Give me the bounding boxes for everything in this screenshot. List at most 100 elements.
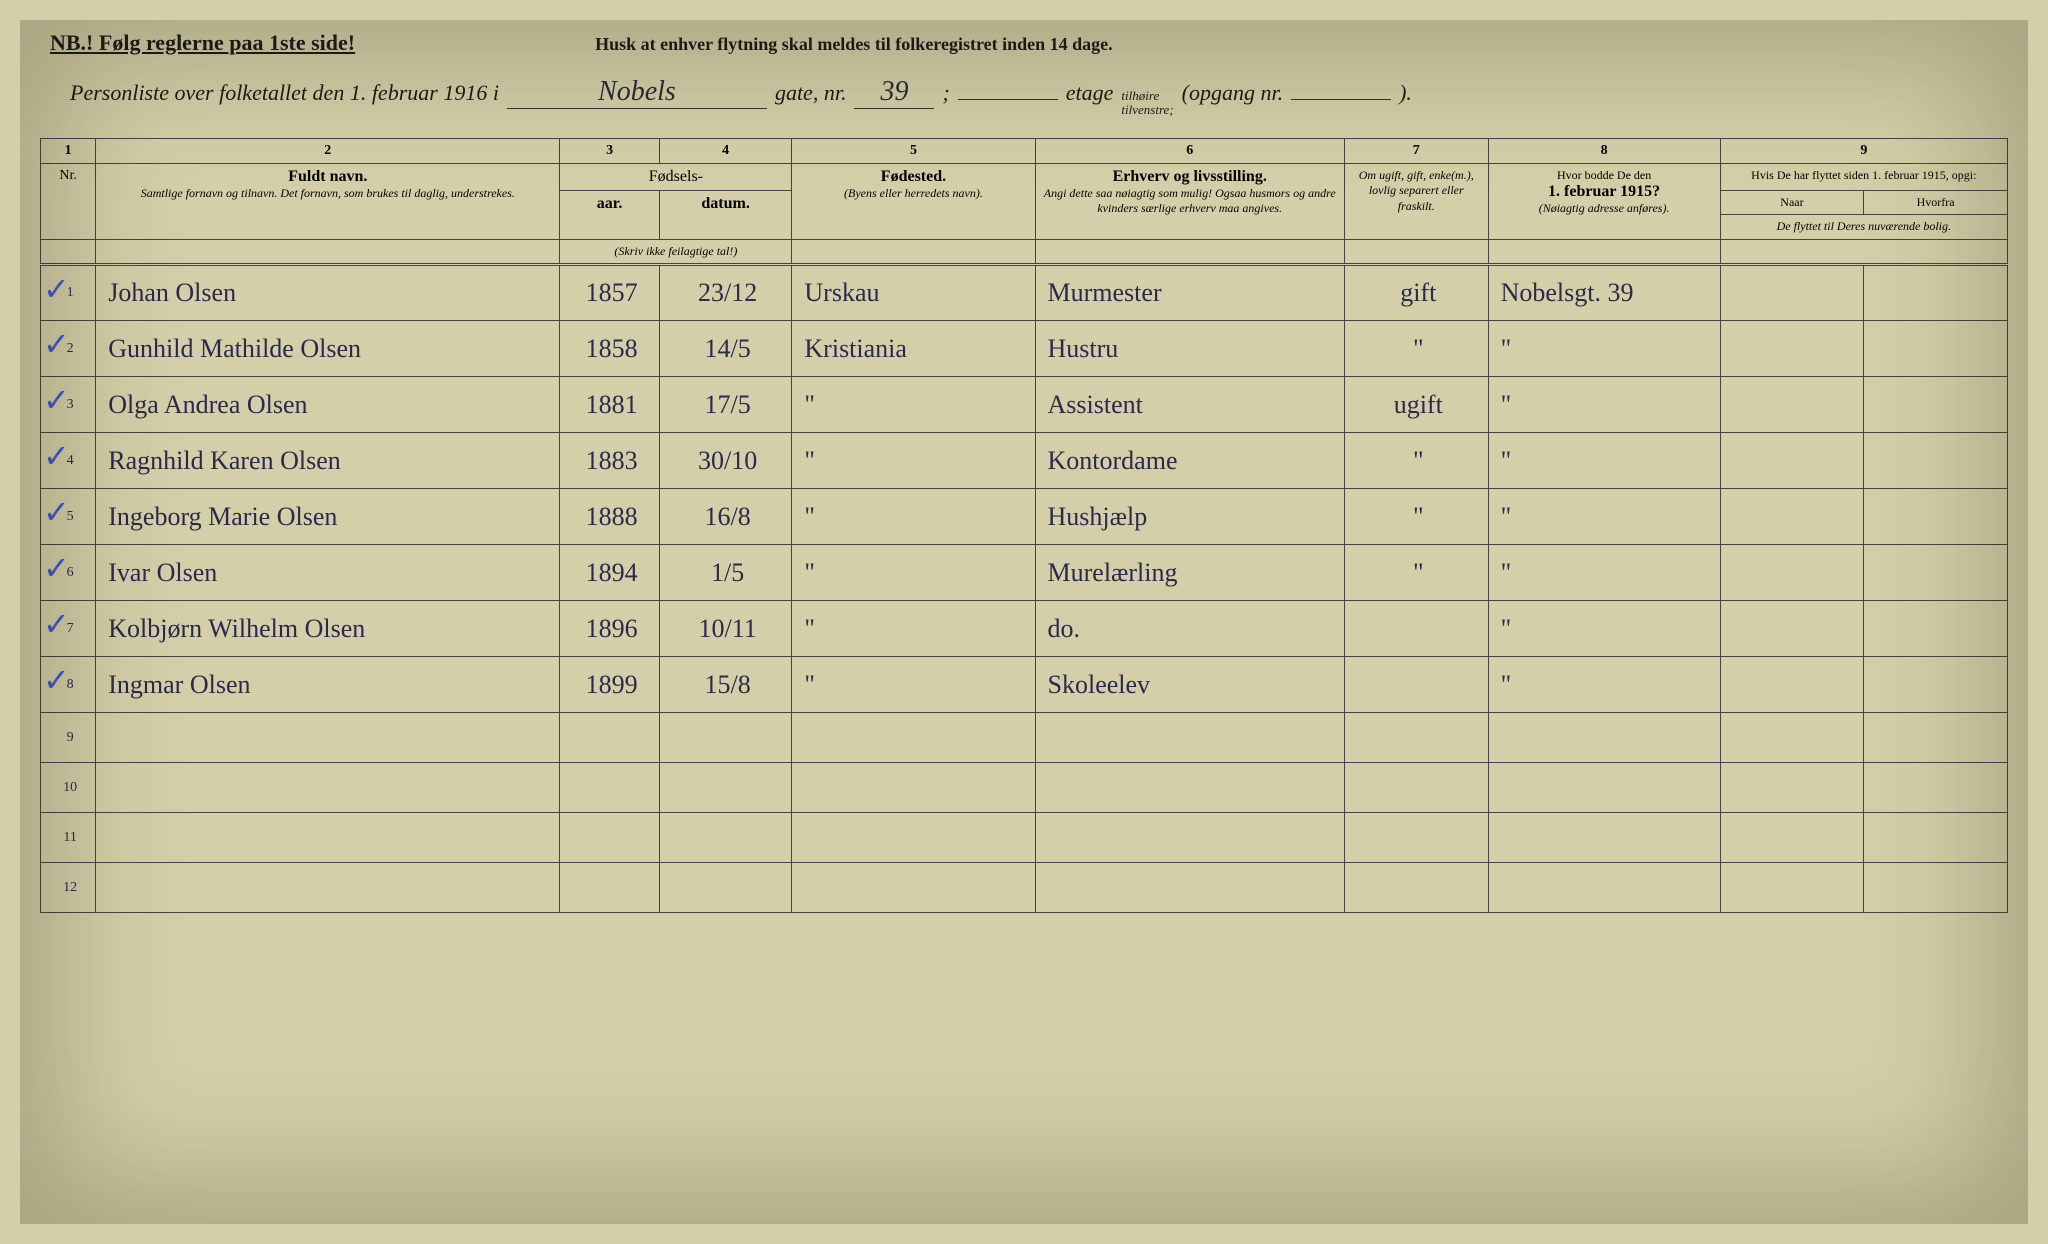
table-row: ✓ 3 Olga Andrea Olsen 1881 17/5 " Assist… (41, 377, 2008, 433)
header-fodsels: Fødsels- (560, 163, 792, 190)
status-cell: " (1344, 489, 1488, 545)
birthplace-cell: " (792, 601, 1035, 657)
row-number-cell: ✓ 1 (41, 265, 96, 321)
header-warning-line: NB.! Følg reglerne paa 1ste side! Husk a… (20, 20, 2028, 66)
table-row: ✓ 1 Johan Olsen 1857 23/12 Urskau Murmes… (41, 265, 2008, 321)
status-cell (1344, 601, 1488, 657)
table-row: ✓ 6 Ivar Olsen 1894 1/5 " Murelærling " … (41, 545, 2008, 601)
title-prefix: Personliste over folketallet den 1. febr… (70, 80, 499, 106)
header-aar-note: (Skriv ikke feilagtige tal!) (560, 239, 792, 265)
residence-cell: " (1488, 377, 1720, 433)
header-navn: Fuldt navn. Samtlige fornavn og tilnavn.… (96, 163, 560, 239)
occupation-cell: Murmester (1035, 265, 1344, 321)
occupation-cell: Assistent (1035, 377, 1344, 433)
opgang-field (1291, 99, 1391, 100)
row-number-cell: 11 (41, 813, 96, 863)
row-number-cell: ✓ 4 (41, 433, 96, 489)
status-cell: " (1344, 321, 1488, 377)
colnum-1: 1 (41, 138, 96, 163)
tilheire-label: tilhøire tilvenstre; (1121, 89, 1173, 118)
gate-number-field: 39 (854, 76, 934, 109)
table-row-empty: 10 (41, 763, 2008, 813)
naar-cell (1720, 433, 1864, 489)
header-naar: Naar (1720, 190, 1864, 215)
name-cell: Kolbjørn Wilhelm Olsen (96, 601, 560, 657)
header-flyttet: Hvis De har flyttet siden 1. februar 191… (1720, 163, 2007, 190)
header-hvorfra: Hvorfra (1864, 190, 2008, 215)
table-row: ✓ 4 Ragnhild Karen Olsen 1883 30/10 " Ko… (41, 433, 2008, 489)
colnum-2: 2 (96, 138, 560, 163)
occupation-cell: Hushjælp (1035, 489, 1344, 545)
status-cell: gift (1344, 265, 1488, 321)
birthplace-cell: " (792, 489, 1035, 545)
residence-cell: " (1488, 489, 1720, 545)
name-cell: Ivar Olsen (96, 545, 560, 601)
nb-warning: NB.! Følg reglerne paa 1ste side! (50, 30, 355, 56)
birthplace-cell: " (792, 433, 1035, 489)
opgang-label: (opgang nr. (1182, 80, 1283, 106)
naar-cell (1720, 321, 1864, 377)
table-row: ✓ 8 Ingmar Olsen 1899 15/8 " Skoleelev " (41, 657, 2008, 713)
table-header: 1 2 3 4 5 6 7 8 9 Nr. Fuldt navn. Samtli… (41, 138, 2008, 265)
hvorfra-cell (1864, 377, 2008, 433)
name-cell: Ingmar Olsen (96, 657, 560, 713)
residence-cell: " (1488, 601, 1720, 657)
row-number-cell: 12 (41, 863, 96, 913)
name-cell: Johan Olsen (96, 265, 560, 321)
colnum-9: 9 (1720, 138, 2007, 163)
naar-cell (1720, 657, 1864, 713)
status-cell: " (1344, 545, 1488, 601)
year-cell: 1858 (560, 321, 659, 377)
colnum-4: 4 (659, 138, 792, 163)
semicolon: ; (942, 80, 949, 106)
checkmark-icon: ✓ (43, 661, 70, 699)
hvorfra-cell (1864, 433, 2008, 489)
year-cell: 1883 (560, 433, 659, 489)
year-cell: 1899 (560, 657, 659, 713)
gate-label: gate, nr. (775, 80, 847, 106)
birthplace-cell: Urskau (792, 265, 1035, 321)
header-row-main: Nr. Fuldt navn. Samtlige fornavn og tiln… (41, 163, 2008, 190)
row-number-cell: ✓ 8 (41, 657, 96, 713)
occupation-cell: Skoleelev (1035, 657, 1344, 713)
occupation-cell: Kontordame (1035, 433, 1344, 489)
table-row: ✓ 2 Gunhild Mathilde Olsen 1858 14/5 Kri… (41, 321, 2008, 377)
status-cell (1344, 657, 1488, 713)
name-cell: Ingeborg Marie Olsen (96, 489, 560, 545)
header-row-note: (Skriv ikke feilagtige tal!) (41, 239, 2008, 265)
colnum-5: 5 (792, 138, 1035, 163)
year-cell: 1888 (560, 489, 659, 545)
table-row: ✓ 5 Ingeborg Marie Olsen 1888 16/8 " Hus… (41, 489, 2008, 545)
year-cell: 1881 (560, 377, 659, 433)
street-name-field: Nobels (507, 76, 767, 109)
date-cell: 1/5 (659, 545, 792, 601)
residence-cell: " (1488, 433, 1720, 489)
closing-paren: ). (1399, 80, 1412, 106)
checkmark-icon: ✓ (43, 325, 70, 363)
header-fodested: Fødested. (Byens eller herredets navn). (792, 163, 1035, 239)
table-row-empty: 11 (41, 813, 2008, 863)
date-cell: 30/10 (659, 433, 792, 489)
etage-label: etage (1066, 80, 1114, 106)
header-nr: Nr. (41, 163, 96, 239)
census-form-page: NB.! Følg reglerne paa 1ste side! Husk a… (20, 20, 2028, 1224)
header-ugift: Om ugift, gift, enke(m.), lovlig separer… (1344, 163, 1488, 239)
census-table: 1 2 3 4 5 6 7 8 9 Nr. Fuldt navn. Samtli… (40, 138, 2008, 914)
etage-field (958, 99, 1058, 100)
occupation-cell: do. (1035, 601, 1344, 657)
hvorfra-cell (1864, 657, 2008, 713)
checkmark-icon: ✓ (43, 381, 70, 419)
row-number-cell: ✓ 5 (41, 489, 96, 545)
year-cell: 1896 (560, 601, 659, 657)
checkmark-icon: ✓ (43, 605, 70, 643)
hvorfra-cell (1864, 321, 2008, 377)
name-cell: Gunhild Mathilde Olsen (96, 321, 560, 377)
hvorfra-cell (1864, 601, 2008, 657)
status-cell: " (1344, 433, 1488, 489)
birthplace-cell: " (792, 657, 1035, 713)
table-row: ✓ 7 Kolbjørn Wilhelm Olsen 1896 10/11 " … (41, 601, 2008, 657)
hvorfra-cell (1864, 489, 2008, 545)
checkmark-icon: ✓ (43, 270, 70, 308)
date-cell: 16/8 (659, 489, 792, 545)
colnum-6: 6 (1035, 138, 1344, 163)
